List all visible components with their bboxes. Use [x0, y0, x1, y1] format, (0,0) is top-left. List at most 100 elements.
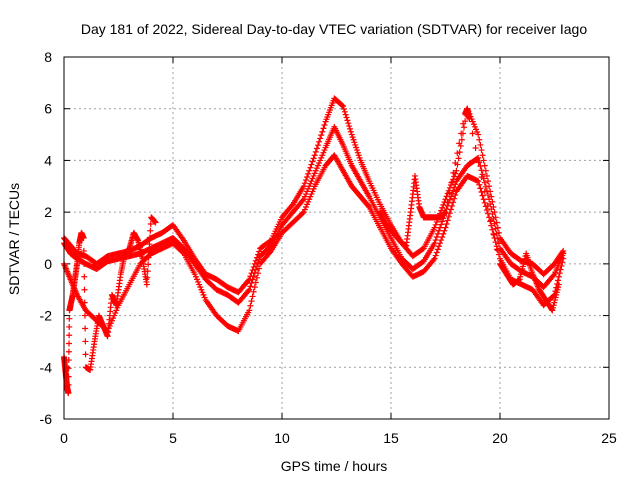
data-point	[444, 199, 451, 206]
data-point	[452, 192, 459, 199]
data-point	[255, 251, 262, 258]
data-point	[466, 116, 473, 123]
data-point	[453, 167, 460, 174]
data-point	[318, 132, 325, 139]
data-point	[82, 325, 89, 332]
data-point	[455, 155, 462, 162]
data-point	[442, 209, 449, 216]
data-point	[66, 323, 73, 330]
data-point	[310, 155, 317, 162]
data-point	[432, 221, 439, 228]
data-point	[479, 152, 486, 159]
data-point	[460, 120, 467, 127]
data-point	[251, 260, 258, 267]
data-point	[340, 103, 347, 110]
data-point	[437, 224, 444, 231]
data-point	[145, 254, 152, 261]
data-point	[486, 183, 493, 190]
data-point	[143, 281, 150, 288]
plot-frame	[63, 56, 610, 420]
data-point	[302, 177, 309, 184]
data-point	[66, 332, 73, 339]
data-point	[477, 185, 484, 192]
data-point	[485, 210, 492, 217]
data-point	[247, 302, 254, 309]
data-point	[493, 246, 500, 253]
data-point	[248, 270, 255, 277]
data-point	[431, 240, 438, 247]
data-point	[450, 169, 457, 176]
data-point	[437, 240, 444, 247]
data-point	[249, 267, 256, 274]
data-point	[146, 247, 153, 254]
data-point	[65, 348, 72, 355]
data-point	[480, 157, 487, 164]
data-point	[438, 237, 445, 244]
data-point	[479, 192, 486, 199]
data-point	[487, 217, 494, 224]
data-point	[343, 114, 350, 121]
data-point	[443, 221, 450, 228]
data-point	[483, 172, 490, 179]
data-point	[448, 179, 455, 186]
data-point	[66, 315, 73, 322]
data-point	[447, 206, 454, 213]
data-point	[345, 120, 352, 127]
data-point	[431, 224, 438, 231]
data-point	[146, 234, 153, 241]
data-point	[256, 248, 263, 255]
data-point	[179, 249, 186, 256]
data-point	[346, 123, 353, 130]
data-point	[344, 117, 351, 124]
data-point	[485, 192, 492, 199]
data-point	[492, 239, 499, 246]
data-point	[491, 235, 498, 241]
series-late-tracks	[377, 105, 562, 314]
data-point	[147, 221, 154, 228]
data-point	[481, 179, 488, 186]
data-point	[251, 284, 258, 291]
data-point	[433, 249, 440, 256]
data-point	[311, 152, 318, 159]
y-axis-label: SDTVAR / TECUs	[6, 183, 22, 295]
data-point	[314, 142, 321, 149]
data-point	[450, 199, 457, 206]
data-point	[347, 128, 354, 135]
data-point	[245, 288, 252, 295]
y-tick-label: 4	[44, 152, 52, 168]
data-point	[494, 247, 501, 254]
data-point	[489, 226, 496, 233]
series-early-outliers	[61, 214, 159, 397]
data-point	[559, 259, 566, 266]
data-point	[431, 255, 438, 262]
x-tick-label: 5	[169, 430, 177, 446]
data-point	[449, 202, 456, 209]
data-point	[81, 312, 88, 319]
data-point	[550, 272, 557, 279]
data-point	[432, 237, 439, 244]
x-tick-label: 0	[60, 430, 68, 446]
x-tick-label: 25	[601, 430, 617, 446]
data-point	[304, 173, 311, 180]
data-point	[152, 219, 159, 226]
data-point	[267, 249, 274, 256]
data-point	[250, 288, 257, 295]
x-tick-label: 10	[274, 430, 290, 446]
data-point	[144, 268, 151, 275]
data-point	[454, 150, 461, 157]
data-point	[476, 181, 483, 188]
data-point	[474, 155, 481, 162]
data-point	[81, 299, 88, 306]
data-point	[480, 196, 487, 203]
series-track-b	[61, 95, 567, 296]
x-tick-label: 20	[492, 430, 508, 446]
data-point	[319, 128, 326, 135]
data-point	[339, 102, 346, 109]
data-point	[252, 279, 259, 286]
data-point	[439, 204, 446, 211]
data-point	[432, 252, 439, 259]
y-tick-label: 8	[44, 49, 52, 65]
data-point	[256, 265, 263, 272]
data-point	[481, 162, 488, 169]
data-point	[556, 270, 563, 277]
